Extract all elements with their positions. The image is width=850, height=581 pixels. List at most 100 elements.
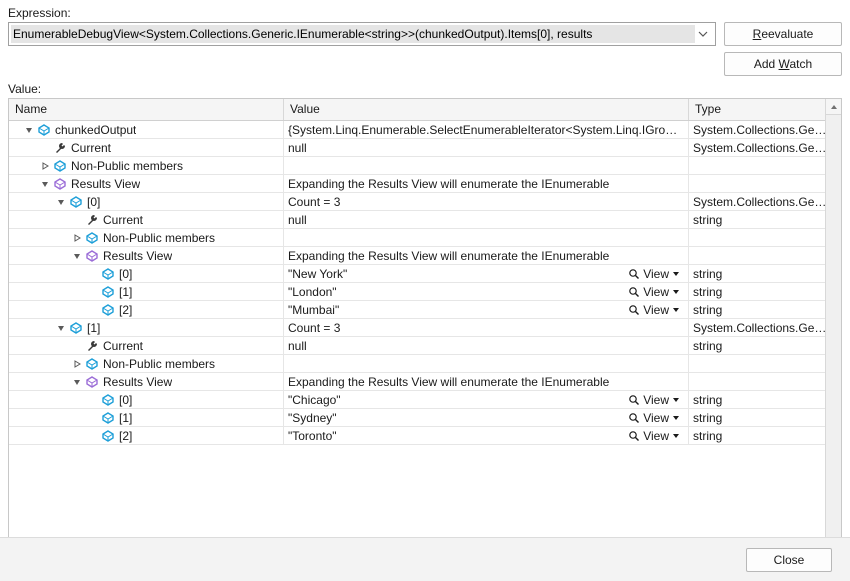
tree-row[interactable]: [1]"London"Viewstring	[9, 283, 841, 301]
string-visualizer-button[interactable]: View	[628, 427, 682, 444]
expander-open-icon[interactable]	[71, 376, 83, 388]
tree-row[interactable]: [1]"Sydney"Viewstring	[9, 409, 841, 427]
expander-open-icon[interactable]	[55, 322, 67, 334]
cell-value: "Chicago"View	[284, 391, 689, 408]
row-name-text: Results View	[103, 247, 172, 264]
tree-row[interactable]: Non-Public members	[9, 229, 841, 247]
expander-closed-icon[interactable]	[71, 358, 83, 370]
close-button[interactable]: Close	[746, 548, 832, 572]
row-value-text: Expanding the Results View will enumerat…	[288, 247, 682, 264]
tree-row[interactable]: chunkedOutput{System.Linq.Enumerable.Sel…	[9, 121, 841, 139]
class-icon	[85, 357, 99, 371]
row-value-text: "Sydney"	[288, 409, 628, 426]
tree-row[interactable]: [2] "Mumbai"Viewstring	[9, 301, 841, 319]
expander-open-icon[interactable]	[71, 250, 83, 262]
cell-type	[689, 175, 831, 192]
wrench-icon	[53, 141, 67, 155]
cell-type: System.Collections.Ge…	[689, 121, 831, 138]
wrench-icon	[85, 213, 99, 227]
class-icon	[101, 393, 115, 407]
cell-name: Results View	[9, 247, 284, 264]
column-header-type[interactable]: Type	[689, 99, 831, 120]
cell-type: System.Collections.Ge…	[689, 193, 831, 210]
cell-name: Current	[9, 211, 284, 228]
cell-value: null	[284, 337, 689, 354]
cell-type: string	[689, 301, 831, 318]
expander-none	[71, 214, 83, 226]
tree-row[interactable]: Currentnullstring	[9, 211, 841, 229]
column-header-value[interactable]: Value	[284, 99, 689, 120]
tree-row[interactable]: [0]"New York"Viewstring	[9, 265, 841, 283]
expander-open-icon[interactable]	[55, 196, 67, 208]
cell-name: [1]	[9, 283, 284, 300]
row-name-text: [0]	[119, 391, 132, 408]
cell-name: [0]	[9, 265, 284, 282]
string-visualizer-button[interactable]: View	[628, 283, 682, 300]
cell-name: [1]	[9, 409, 284, 426]
class-icon	[53, 159, 67, 173]
tree-row[interactable]: Results ViewExpanding the Results View w…	[9, 373, 841, 391]
tree-row[interactable]: Non-Public members	[9, 157, 841, 175]
class-icon	[101, 285, 115, 299]
class-icon	[85, 231, 99, 245]
expression-input[interactable]	[11, 25, 695, 43]
value-grid: Name Value Type chunkedOutput{System.Lin…	[8, 98, 842, 554]
tree-row[interactable]: Results ViewExpanding the Results View w…	[9, 175, 841, 193]
reevaluate-button[interactable]: Reevaluate	[724, 22, 842, 46]
class-icon	[101, 411, 115, 425]
cell-type	[689, 247, 831, 264]
string-visualizer-button[interactable]: View	[628, 301, 682, 318]
class-icon	[69, 321, 83, 335]
view-label: View	[643, 409, 669, 426]
tree-row[interactable]: [1]Count = 3System.Collections.Ge…	[9, 319, 841, 337]
row-value-text: Expanding the Results View will enumerat…	[288, 175, 682, 192]
row-value-text: Count = 3	[288, 319, 682, 336]
tree-row[interactable]: Currentnullstring	[9, 337, 841, 355]
string-visualizer-button[interactable]: View	[628, 391, 682, 408]
tree-row[interactable]: [0] "Chicago"Viewstring	[9, 391, 841, 409]
cell-name: Results View	[9, 373, 284, 390]
scroll-up-icon[interactable]	[826, 99, 841, 115]
cell-name: Results View	[9, 175, 284, 192]
results-icon	[53, 177, 67, 191]
row-name-text: Non-Public members	[103, 229, 215, 246]
cell-type: string	[689, 391, 831, 408]
cell-type: System.Collections.Ge…	[689, 319, 831, 336]
expander-none	[87, 394, 99, 406]
expander-closed-icon[interactable]	[71, 232, 83, 244]
class-icon	[101, 303, 115, 317]
cell-type: string	[689, 283, 831, 300]
vertical-scrollbar[interactable]	[825, 99, 841, 553]
view-label: View	[643, 391, 669, 408]
cell-name: Current	[9, 139, 284, 156]
cell-value: Expanding the Results View will enumerat…	[284, 247, 689, 264]
results-icon	[85, 249, 99, 263]
dialog-bottom-bar: Close	[0, 537, 850, 581]
chevron-down-icon[interactable]	[695, 26, 711, 42]
tree-row[interactable]: [2]"Toronto"Viewstring	[9, 427, 841, 445]
cell-name: [0]	[9, 193, 284, 210]
cell-type	[689, 373, 831, 390]
expander-none	[71, 340, 83, 352]
expression-combobox[interactable]	[8, 22, 716, 46]
string-visualizer-button[interactable]: View	[628, 409, 682, 426]
column-header-name[interactable]: Name	[9, 99, 284, 120]
cell-value: "New York"View	[284, 265, 689, 282]
add-watch-button[interactable]: Add Watch	[724, 52, 842, 76]
tree-row[interactable]: CurrentnullSystem.Collections.Ge…	[9, 139, 841, 157]
cell-value	[284, 229, 689, 246]
wrench-icon	[85, 339, 99, 353]
tree-row[interactable]: Results View Expanding the Results View w…	[9, 247, 841, 265]
row-value-text: "New York"	[288, 265, 628, 282]
expander-none	[87, 304, 99, 316]
string-visualizer-button[interactable]: View	[628, 265, 682, 282]
cell-value: {System.Linq.Enumerable.SelectEnumerable…	[284, 121, 689, 138]
tree-row[interactable]: Non-Public members	[9, 355, 841, 373]
tree-row[interactable]: [0]Count = 3System.Collections.Ge…	[9, 193, 841, 211]
grid-header: Name Value Type	[9, 99, 841, 121]
cell-value: "Mumbai"View	[284, 301, 689, 318]
expander-open-icon[interactable]	[23, 124, 35, 136]
expander-open-icon[interactable]	[39, 178, 51, 190]
expander-closed-icon[interactable]	[39, 160, 51, 172]
row-name-text: [2]	[119, 301, 132, 318]
